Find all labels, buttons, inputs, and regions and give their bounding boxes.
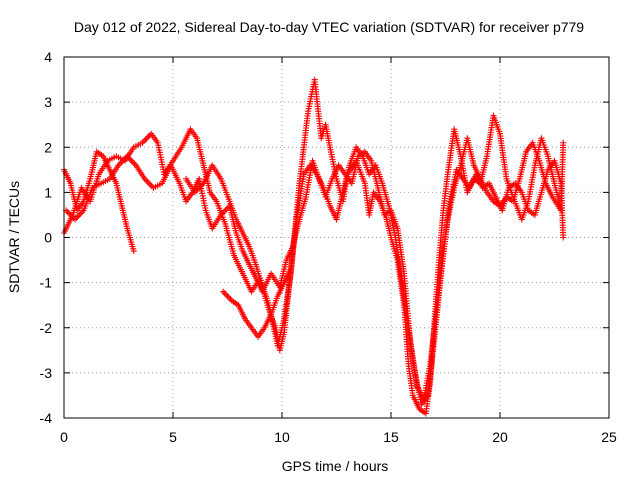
x-tick-label: 25	[601, 429, 617, 445]
data-point	[287, 266, 294, 273]
data-point-fill	[116, 160, 123, 167]
y-tick-label: -2	[40, 320, 53, 336]
data-point-fill	[73, 214, 80, 221]
series-track-b	[61, 76, 567, 417]
x-tick-label: 0	[60, 429, 68, 445]
data-point-fill	[64, 208, 71, 215]
y-tick-label: 0	[44, 230, 52, 246]
data-point	[558, 207, 565, 214]
data-point-fill	[128, 157, 135, 164]
x-tick-label: 20	[492, 429, 508, 445]
data-point-fill	[143, 177, 150, 184]
data-point-fill	[74, 213, 81, 220]
y-tick-label: 3	[44, 94, 52, 110]
data-point-fill	[143, 135, 150, 142]
data-marks	[61, 76, 567, 417]
data-point-fill	[225, 294, 232, 301]
data-point-fill	[223, 205, 230, 212]
x-tick-label: 5	[169, 429, 177, 445]
y-tick-label: 1	[44, 184, 52, 200]
data-point	[220, 288, 227, 295]
data-point	[560, 139, 567, 146]
axes-ticks: 0 5 10 15 20 25 -4 -3 -2 -1 0 1 2 3 4	[40, 49, 617, 445]
y-axis-label: SDTVAR / TECUs	[6, 181, 22, 293]
chart-title: Day 012 of 2022, Sidereal Day-to-day VTE…	[74, 19, 584, 35]
data-point-fill	[142, 136, 149, 143]
data-point-fill	[146, 180, 153, 187]
data-point-fill	[66, 210, 73, 217]
y-tick-label: -3	[40, 365, 53, 381]
data-point	[130, 248, 137, 255]
data-point-fill	[221, 290, 228, 297]
data-point-fill	[145, 133, 152, 140]
data-point-fill	[224, 293, 231, 300]
y-tick-label: -1	[40, 275, 53, 291]
data-point	[560, 234, 567, 241]
y-tick-label: 4	[44, 49, 52, 65]
x-tick-label: 10	[274, 429, 290, 445]
series-track-a	[61, 148, 137, 255]
data-point-fill	[130, 159, 137, 166]
data-point-fill	[223, 291, 230, 298]
grid-lines	[64, 57, 609, 418]
x-axis-label: GPS time / hours	[282, 458, 389, 474]
y-tick-label: -4	[40, 410, 53, 426]
series-track-d	[183, 135, 565, 408]
data-point-fill	[144, 178, 151, 185]
data-point-fill	[131, 160, 138, 167]
x-tick-label: 15	[383, 429, 399, 445]
y-tick-label: 2	[44, 139, 52, 155]
series-track-c	[63, 148, 567, 403]
series-track-e	[220, 266, 294, 340]
